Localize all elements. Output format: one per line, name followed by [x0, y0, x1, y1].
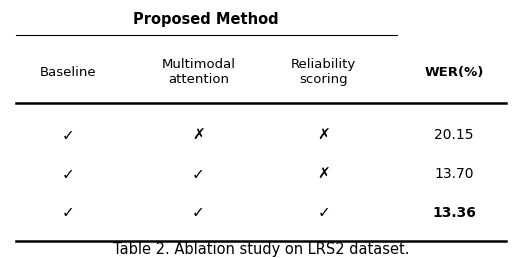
Text: ✗: ✗: [317, 167, 330, 182]
Text: WER(%): WER(%): [424, 66, 484, 79]
Text: 20.15: 20.15: [434, 128, 474, 142]
Text: ✓: ✓: [192, 167, 205, 182]
Text: 13.70: 13.70: [434, 167, 474, 181]
Text: Baseline: Baseline: [40, 66, 96, 79]
Text: 13.36: 13.36: [432, 206, 476, 220]
Text: Reliability
scoring: Reliability scoring: [291, 58, 356, 86]
Text: ✓: ✓: [62, 205, 74, 220]
Text: ✓: ✓: [62, 167, 74, 182]
Text: Multimodal
attention: Multimodal attention: [161, 58, 235, 86]
Text: ✓: ✓: [192, 205, 205, 220]
Text: ✗: ✗: [317, 128, 330, 143]
Text: Proposed Method: Proposed Method: [134, 12, 279, 27]
Text: ✓: ✓: [317, 205, 330, 220]
Text: ✓: ✓: [62, 128, 74, 143]
Text: Table 2. Ablation study on LRS2 dataset.: Table 2. Ablation study on LRS2 dataset.: [113, 242, 409, 257]
Text: ✗: ✗: [192, 128, 205, 143]
